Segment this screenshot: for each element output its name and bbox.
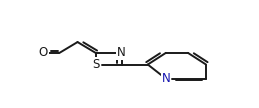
Text: N: N [117,46,126,59]
Text: S: S [92,58,99,71]
Text: O: O [39,46,48,59]
Text: N: N [161,72,170,85]
